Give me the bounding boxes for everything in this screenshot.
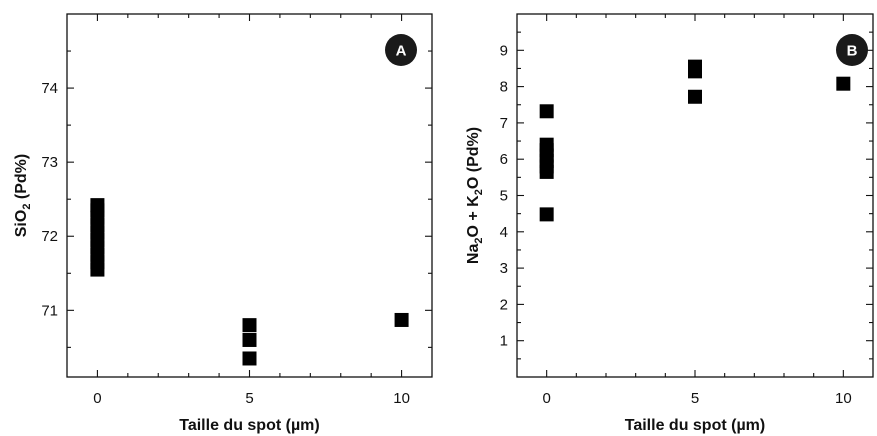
y-tick-label: 1 [500, 333, 508, 350]
data-point [688, 89, 702, 104]
x-axis-title-b: Taille du spot (µm) [625, 417, 765, 434]
y-tick-label: 74 [41, 80, 58, 97]
data-point [394, 312, 409, 327]
data-point [539, 104, 554, 119]
data-point [688, 59, 702, 74]
data-point [836, 76, 851, 91]
x-axis-title-a: Taille du spot (µm) [179, 417, 319, 434]
y-tick-label: 5 [500, 188, 508, 205]
data-point [539, 207, 554, 222]
x-tick-label: 10 [835, 390, 852, 407]
y-axis-title-part: O (Pd%) [465, 127, 482, 189]
y-tick-label: 73 [41, 154, 58, 171]
y-axis-title-part: (Pd%) [13, 154, 30, 204]
y-axis-title-a: SiO2 (Pd%) [13, 154, 33, 237]
panel-badge-label-b: B [847, 43, 858, 60]
data-point [242, 318, 257, 333]
y-tick-label: 7 [500, 115, 508, 132]
y-axis-title-part: 2 [473, 189, 485, 195]
panel-badge-a [385, 34, 417, 66]
y-tick-label: 72 [41, 228, 58, 245]
panel-badge-label-a: A [396, 43, 407, 60]
y-tick-label: 3 [500, 260, 508, 277]
y-axis-title-part: 2 [21, 204, 33, 210]
y-tick-label: 8 [500, 79, 508, 96]
x-tick-label: 5 [691, 390, 699, 407]
y-axis-title-part: SiO [13, 210, 30, 238]
y-axis-title-b: Na2O + K2O (Pd%) [465, 127, 485, 264]
data-point [539, 137, 554, 152]
x-tick-label: 0 [542, 390, 550, 407]
x-tick-label: 0 [93, 390, 101, 407]
data-point [90, 198, 105, 213]
y-axis-title-part: Na [465, 244, 482, 265]
panel-badge-b [836, 34, 868, 66]
x-tick-label: 10 [393, 390, 410, 407]
y-tick-label: 71 [41, 302, 58, 319]
x-tick-label: 5 [245, 390, 253, 407]
y-tick-label: 9 [500, 42, 508, 59]
panel-a: 0 5 10 71 72 73 74 Taille du spot (µm) SiO2 (Pd%… [13, 13, 433, 434]
y-tick-label: 4 [500, 224, 508, 241]
data-point [242, 332, 257, 347]
y-tick-label: 2 [500, 296, 508, 313]
data-point [242, 351, 257, 366]
y-axis-title-part: 2 [473, 238, 485, 244]
y-tick-label: 6 [500, 151, 508, 168]
y-axis-title-part: O + K [465, 195, 482, 238]
